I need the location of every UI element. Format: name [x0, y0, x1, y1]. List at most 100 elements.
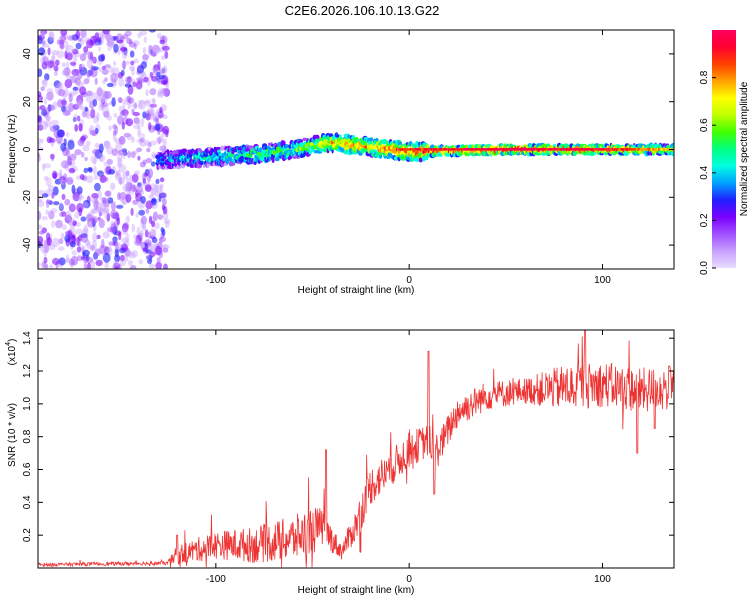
- noise-blob: [58, 257, 66, 266]
- noise-blob: [155, 178, 160, 184]
- ridge-core: [537, 148, 539, 151]
- noise-blob: [137, 132, 142, 138]
- noise-blob: [38, 111, 41, 117]
- noise-blob: [72, 86, 79, 91]
- noise-blob: [38, 262, 41, 268]
- noise-blob: [127, 104, 131, 110]
- ridge-core: [571, 148, 573, 151]
- ridge-core: [430, 148, 433, 151]
- noise-blob: [96, 234, 101, 240]
- noise-blob: [79, 106, 86, 111]
- noise-blob: [110, 201, 116, 211]
- noise-blob: [102, 91, 110, 100]
- noise-blob: [95, 259, 103, 267]
- noise-blob: [155, 245, 163, 256]
- noise-blob: [151, 151, 157, 160]
- ridge-core: [398, 148, 400, 151]
- noise-blob: [157, 110, 164, 119]
- noise-blob: [70, 153, 77, 161]
- colorbar-tick-label: 0.0: [699, 261, 710, 275]
- noise-blob: [94, 142, 101, 149]
- ridge-core: [546, 148, 549, 151]
- noise-blob: [159, 236, 166, 243]
- noise-blob: [155, 137, 164, 143]
- ridge-core: [406, 148, 408, 151]
- noise-blob: [90, 108, 96, 119]
- ridge-core: [467, 148, 470, 151]
- noise-blob: [76, 246, 82, 253]
- snr-ticks: -100 0 100 0.2 0.4 0.6 0.8 1.0 1.2 1.4: [22, 330, 674, 585]
- ridge-core: [542, 148, 544, 151]
- noise-blob: [150, 161, 156, 167]
- noise-blob: [46, 237, 52, 247]
- ridge-core: [492, 148, 494, 151]
- noise-blob: [122, 60, 126, 70]
- spectrogram-ridge: [155, 132, 674, 171]
- noise-blob: [142, 159, 147, 165]
- noise-blob: [151, 188, 157, 196]
- ridge-cell: [314, 134, 320, 141]
- snr-frame: [37, 329, 675, 569]
- noise-blob: [161, 55, 166, 60]
- ridge-core: [581, 148, 583, 151]
- ridge-core: [435, 148, 437, 151]
- snr-ytick-label: 0.8: [22, 429, 33, 443]
- noise-blob: [149, 103, 157, 108]
- ridge-cell: [166, 149, 170, 155]
- noise-blob: [125, 215, 131, 224]
- noise-blob: [129, 64, 135, 72]
- noise-blob: [162, 114, 168, 120]
- ridge-core: [524, 148, 527, 151]
- noise-blob: [85, 140, 91, 147]
- noise-blob: [42, 78, 48, 88]
- noise-blob: [82, 200, 91, 209]
- noise-blob: [117, 149, 126, 156]
- noise-blob: [149, 244, 154, 253]
- noise-blob: [103, 140, 111, 150]
- ridge-core: [416, 148, 419, 151]
- ridge-core: [618, 148, 621, 151]
- noise-blob: [140, 117, 145, 128]
- noise-blob: [96, 112, 100, 122]
- noise-blob: [81, 110, 88, 118]
- ridge-core: [462, 148, 464, 151]
- ridge-core: [448, 148, 450, 151]
- ridge-core: [595, 148, 597, 151]
- ridge-core: [490, 148, 492, 151]
- noise-blob: [74, 78, 81, 86]
- noise-blob: [47, 184, 54, 192]
- noise-blob: [76, 71, 83, 80]
- noise-blob: [127, 97, 135, 104]
- noise-blob: [38, 124, 44, 131]
- colorbar-gradient: [712, 30, 736, 268]
- noise-blob: [54, 178, 62, 185]
- noise-blob: [45, 199, 53, 204]
- ridge-core: [522, 148, 524, 151]
- ridge-core: [440, 148, 442, 151]
- noise-blob: [155, 185, 163, 194]
- noise-blob: [57, 82, 62, 90]
- spectrogram-panel: -100 0 100 40 20 0 -20 -40 Height of straight l…: [7, 29, 675, 296]
- noise-blob: [161, 244, 168, 253]
- ridge-cell: [248, 155, 253, 158]
- noise-blob: [75, 101, 81, 109]
- ridge-core: [452, 148, 455, 151]
- noise-blob: [151, 237, 158, 244]
- noise-blob: [113, 35, 119, 41]
- ridge-core: [640, 148, 643, 151]
- ridge-core: [557, 148, 559, 151]
- ridge-core: [538, 148, 541, 151]
- ridge-core: [491, 148, 493, 151]
- noise-blob: [84, 156, 88, 162]
- noise-blob: [46, 91, 54, 101]
- noise-blob: [52, 257, 60, 266]
- noise-blob: [86, 59, 93, 68]
- noise-blob: [106, 82, 114, 88]
- ridge-core: [570, 148, 572, 151]
- ridge-core: [611, 148, 614, 151]
- noise-blob: [99, 33, 107, 40]
- noise-blob: [104, 77, 108, 82]
- noise-blob: [142, 54, 150, 61]
- noise-blob: [140, 196, 146, 204]
- noise-blob: [157, 91, 164, 98]
